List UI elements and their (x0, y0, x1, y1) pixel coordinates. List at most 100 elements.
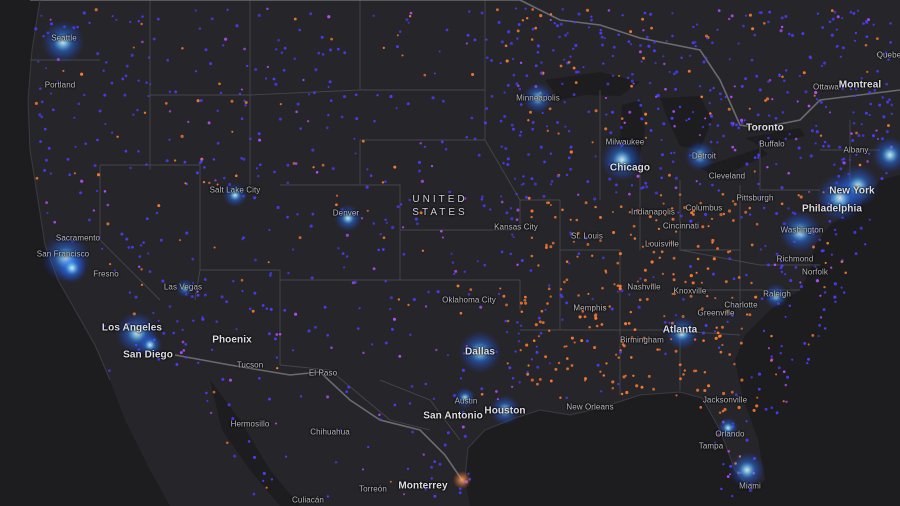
data-dot (384, 341, 388, 345)
data-dot (570, 336, 574, 340)
city-label-kansas-city: Kansas City (494, 222, 538, 232)
data-dot (618, 350, 623, 354)
data-dot (407, 21, 410, 24)
data-dot (201, 316, 204, 319)
data-dot (801, 32, 805, 36)
data-dot (654, 62, 657, 65)
data-dot (252, 455, 257, 459)
data-dot (842, 291, 846, 294)
data-dot (538, 377, 542, 381)
data-dot (518, 381, 521, 384)
data-dot (602, 62, 605, 65)
data-dot (514, 350, 517, 353)
data-dot (635, 384, 639, 388)
data-dot (309, 224, 313, 228)
data-dot (745, 162, 749, 166)
data-dot (679, 377, 682, 381)
data-dot (265, 307, 269, 310)
data-dot (326, 395, 330, 399)
data-dot (611, 387, 615, 390)
data-dot (674, 87, 678, 91)
data-dot (855, 153, 858, 156)
city-label-indianapolis: Indianapolis (631, 207, 675, 217)
data-dot (251, 309, 255, 313)
data-dot (780, 16, 784, 20)
data-dot (327, 114, 330, 117)
data-dot (354, 93, 358, 97)
data-dot (770, 355, 773, 358)
data-dot (561, 318, 564, 321)
data-dot (659, 194, 663, 197)
data-dot (506, 331, 509, 334)
data-dot (83, 93, 86, 97)
data-dot (49, 172, 52, 175)
data-dot (732, 219, 735, 222)
data-dot (523, 298, 527, 302)
data-dot (196, 99, 200, 103)
data-dot (266, 65, 270, 69)
data-dot (140, 22, 143, 26)
data-dot (620, 117, 624, 120)
data-dot (536, 44, 540, 48)
data-dot (611, 54, 615, 58)
data-dot (298, 236, 302, 240)
data-dot (389, 480, 392, 483)
data-dot (711, 238, 715, 243)
data-dot (50, 92, 53, 95)
data-dot (420, 179, 424, 183)
data-dot (123, 93, 127, 97)
data-dot (128, 291, 132, 294)
data-dot (530, 38, 534, 41)
data-dot (226, 8, 229, 11)
data-dot (540, 61, 543, 64)
data-dot (700, 307, 704, 311)
data-dot (814, 265, 817, 268)
data-dot (645, 35, 649, 39)
data-dot (673, 151, 676, 154)
data-dot (709, 114, 713, 118)
data-dot (753, 33, 757, 37)
data-dot (779, 259, 783, 263)
data-dot (881, 96, 884, 99)
data-dot (814, 142, 817, 145)
data-dot (143, 111, 147, 114)
data-dot (882, 115, 886, 119)
data-dot (336, 47, 340, 51)
data-dot (406, 467, 410, 470)
data-dot (482, 204, 486, 208)
data-dot (838, 145, 842, 149)
data-dot (853, 94, 857, 98)
data-dot (389, 94, 393, 99)
data-dot (650, 283, 654, 286)
data-dot (124, 149, 128, 153)
data-dot (657, 227, 661, 231)
data-dot (356, 327, 360, 330)
city-label-toronto: Toronto (746, 122, 784, 134)
data-dot (391, 225, 395, 230)
data-dot (672, 273, 675, 276)
data-dot (615, 183, 618, 187)
data-dot (531, 127, 535, 131)
data-dot (691, 111, 695, 114)
data-dot (687, 69, 691, 73)
data-dot (620, 126, 623, 129)
city-label-salt-lake-city: Salt Lake City (209, 185, 261, 195)
data-dot (98, 109, 102, 113)
data-dot (665, 39, 668, 43)
data-dot (737, 405, 741, 410)
data-dot (268, 397, 271, 401)
data-dot (823, 285, 826, 289)
city-label-columbus: Columbus (685, 203, 723, 213)
data-dot (603, 305, 607, 309)
data-dot (541, 112, 544, 115)
data-dot (887, 58, 890, 61)
data-dot (80, 72, 84, 76)
data-dot (431, 96, 435, 100)
data-dot (744, 210, 748, 214)
data-dot (887, 124, 890, 127)
data-dot (261, 304, 265, 307)
data-dot (854, 31, 858, 35)
data-dot (567, 156, 571, 160)
data-dot (414, 217, 418, 221)
